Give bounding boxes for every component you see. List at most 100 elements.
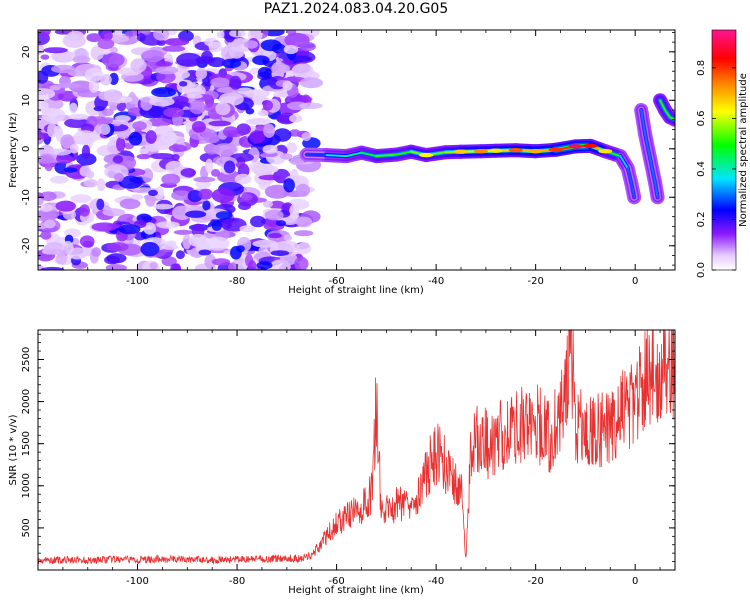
snr-y-label: SNR (10 * v/v): [8, 414, 19, 485]
signal-peak: [508, 148, 523, 153]
noise-blob: [205, 236, 230, 251]
noise-blob: [262, 200, 274, 208]
noise-blob: [79, 235, 95, 248]
noise-blob: [97, 38, 115, 50]
noise-blob: [128, 131, 143, 146]
colorbar-label: Normalized spectral amplitude: [738, 73, 749, 227]
noise-blob: [136, 154, 151, 160]
signal-peak: [568, 144, 583, 149]
noise-blob: [139, 148, 149, 155]
noise-blob: [88, 79, 99, 93]
noise-blob: [294, 256, 309, 270]
x-tick-label: 0: [632, 276, 638, 287]
noise-blob: [227, 262, 238, 270]
noise-blob: [270, 250, 290, 256]
signal-segment: [375, 153, 398, 158]
noise-blob: [202, 200, 211, 211]
noise-blob: [198, 188, 213, 200]
noise-blob: [91, 222, 118, 232]
noise-blob: [247, 260, 257, 270]
noise-blob: [40, 230, 52, 240]
noise-blob: [244, 40, 259, 49]
x-tick-label: -40: [428, 276, 444, 287]
y-tick-label: 1000: [21, 473, 32, 498]
noise-blob: [62, 33, 86, 49]
noise-blob: [164, 38, 190, 46]
noise-blob: [262, 30, 285, 37]
noise-blob: [70, 143, 79, 154]
noise-blob: [188, 233, 208, 248]
noise-blob: [280, 153, 293, 160]
noise-blob: [282, 80, 293, 91]
signal-peak: [598, 149, 613, 154]
signal-segment: [619, 155, 629, 170]
noise-blob: [172, 263, 182, 270]
x-tick-label: -20: [527, 576, 543, 587]
signal-segment: [640, 109, 647, 136]
noise-blob: [45, 249, 68, 255]
noise-blob: [44, 162, 53, 172]
noise-blob: [38, 71, 49, 84]
noise-blob: [256, 261, 273, 270]
noise-blob: [140, 242, 160, 257]
noise-blob: [299, 41, 316, 52]
noise-blob: [118, 224, 141, 235]
noise-blob: [55, 200, 76, 212]
noise-blob: [229, 46, 244, 59]
noise-blob: [114, 172, 124, 182]
noise-blob: [195, 56, 216, 64]
noise-blob: [79, 204, 90, 217]
noise-blob: [145, 193, 156, 207]
signal-peak: [419, 152, 434, 158]
noise-blob: [223, 160, 236, 174]
noise-blob: [258, 174, 283, 181]
noise-blob: [171, 190, 192, 201]
noise-blob: [262, 100, 274, 111]
noise-blob: [105, 264, 127, 270]
noise-blob: [215, 211, 233, 220]
y-tick-label: 1500: [21, 431, 32, 456]
noise-blob: [91, 247, 101, 257]
noise-blob: [275, 220, 286, 227]
noise-blob: [249, 130, 266, 144]
signal-peak: [473, 149, 488, 154]
noise-blob: [187, 93, 203, 99]
signal-segment: [649, 157, 657, 184]
noise-blob: [56, 154, 74, 164]
noise-blob: [149, 153, 175, 160]
noise-blob: [257, 66, 272, 78]
signal-peak: [488, 148, 503, 153]
spectrogram-y-axis: -20 -10 0 10 20: [21, 32, 675, 266]
noise-blob: [236, 245, 245, 253]
noise-blob: [211, 188, 235, 203]
x-tick-label: -60: [328, 276, 344, 287]
noise-blob: [162, 45, 186, 52]
noise-blob: [69, 102, 78, 114]
x-tick-label: -20: [527, 276, 543, 287]
noise-blob: [271, 61, 287, 76]
snr-background: [38, 330, 675, 570]
noise-blob: [86, 170, 95, 179]
noise-blob: [149, 262, 158, 270]
x-tick-label: -60: [328, 576, 344, 587]
noise-blob: [260, 39, 282, 52]
signal-segment: [664, 109, 671, 119]
noise-blob: [40, 30, 51, 36]
noise-blob: [204, 254, 217, 269]
signal-segment: [345, 151, 363, 158]
noise-blob: [163, 107, 185, 118]
noise-blob: [114, 115, 131, 123]
noise-blob: [113, 120, 122, 127]
noise-blob: [76, 152, 97, 166]
colorbar-tick-label: 0.4: [696, 161, 707, 177]
noise-blob: [145, 130, 157, 144]
signal-segment: [626, 167, 633, 184]
noise-blob: [285, 76, 306, 82]
noise-blob: [273, 128, 292, 142]
noise-blob: [38, 100, 49, 113]
noise-blob: [100, 30, 113, 42]
noise-blob: [263, 123, 276, 138]
noise-blob: [40, 54, 50, 60]
